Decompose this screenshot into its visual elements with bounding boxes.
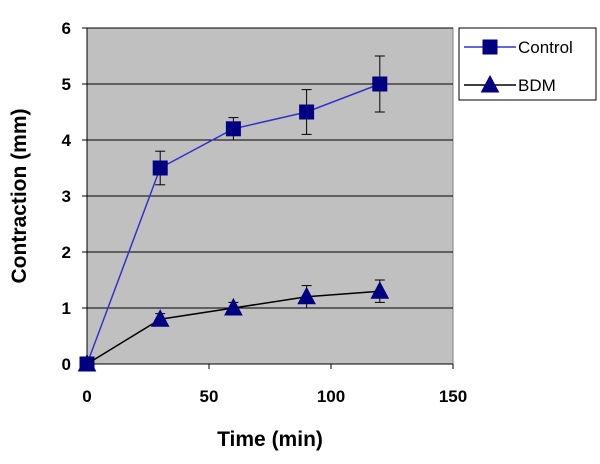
control-point [372, 76, 388, 92]
y-tick-label: 6 [62, 19, 71, 38]
y-tick-label: 5 [62, 75, 71, 94]
legend: Control BDM [458, 27, 597, 101]
bdm-point [224, 297, 243, 316]
y-tick-labels: 0 1 2 3 4 5 6 [62, 19, 87, 374]
control-point [225, 121, 241, 137]
control-point [299, 104, 315, 120]
series-layer [77, 55, 390, 372]
y-tick-label: 0 [62, 355, 71, 374]
x-tick-labels: 0 50 100 150 [82, 364, 467, 406]
bdm-point [77, 353, 97, 372]
y-tick-label: 4 [62, 131, 72, 150]
legend-items: Control BDM [464, 38, 573, 95]
y-tick-label: 2 [62, 243, 71, 262]
bdm-point [297, 286, 316, 305]
legend-label-bdm: BDM [518, 76, 556, 95]
y-tick-label: 3 [62, 187, 71, 206]
x-tick-label: 100 [317, 387, 345, 406]
x-tick-label: 50 [200, 387, 219, 406]
y-tick-label: 1 [62, 299, 71, 318]
gridlines [87, 27, 453, 309]
legend-box [458, 27, 597, 101]
legend-marker-control [482, 39, 498, 55]
control-point [152, 160, 168, 176]
x-axis-title: Time (min) [217, 428, 323, 451]
x-tick-label: 0 [82, 387, 91, 406]
bdm-point [370, 281, 390, 299]
x-tick-label: 150 [439, 387, 467, 406]
legend-label-control: Control [518, 38, 573, 57]
y-axis-title: Contraction (mm) [8, 109, 31, 284]
series-bdm [77, 279, 390, 372]
bdm-point [150, 309, 170, 327]
legend-marker-bdm [480, 74, 500, 93]
